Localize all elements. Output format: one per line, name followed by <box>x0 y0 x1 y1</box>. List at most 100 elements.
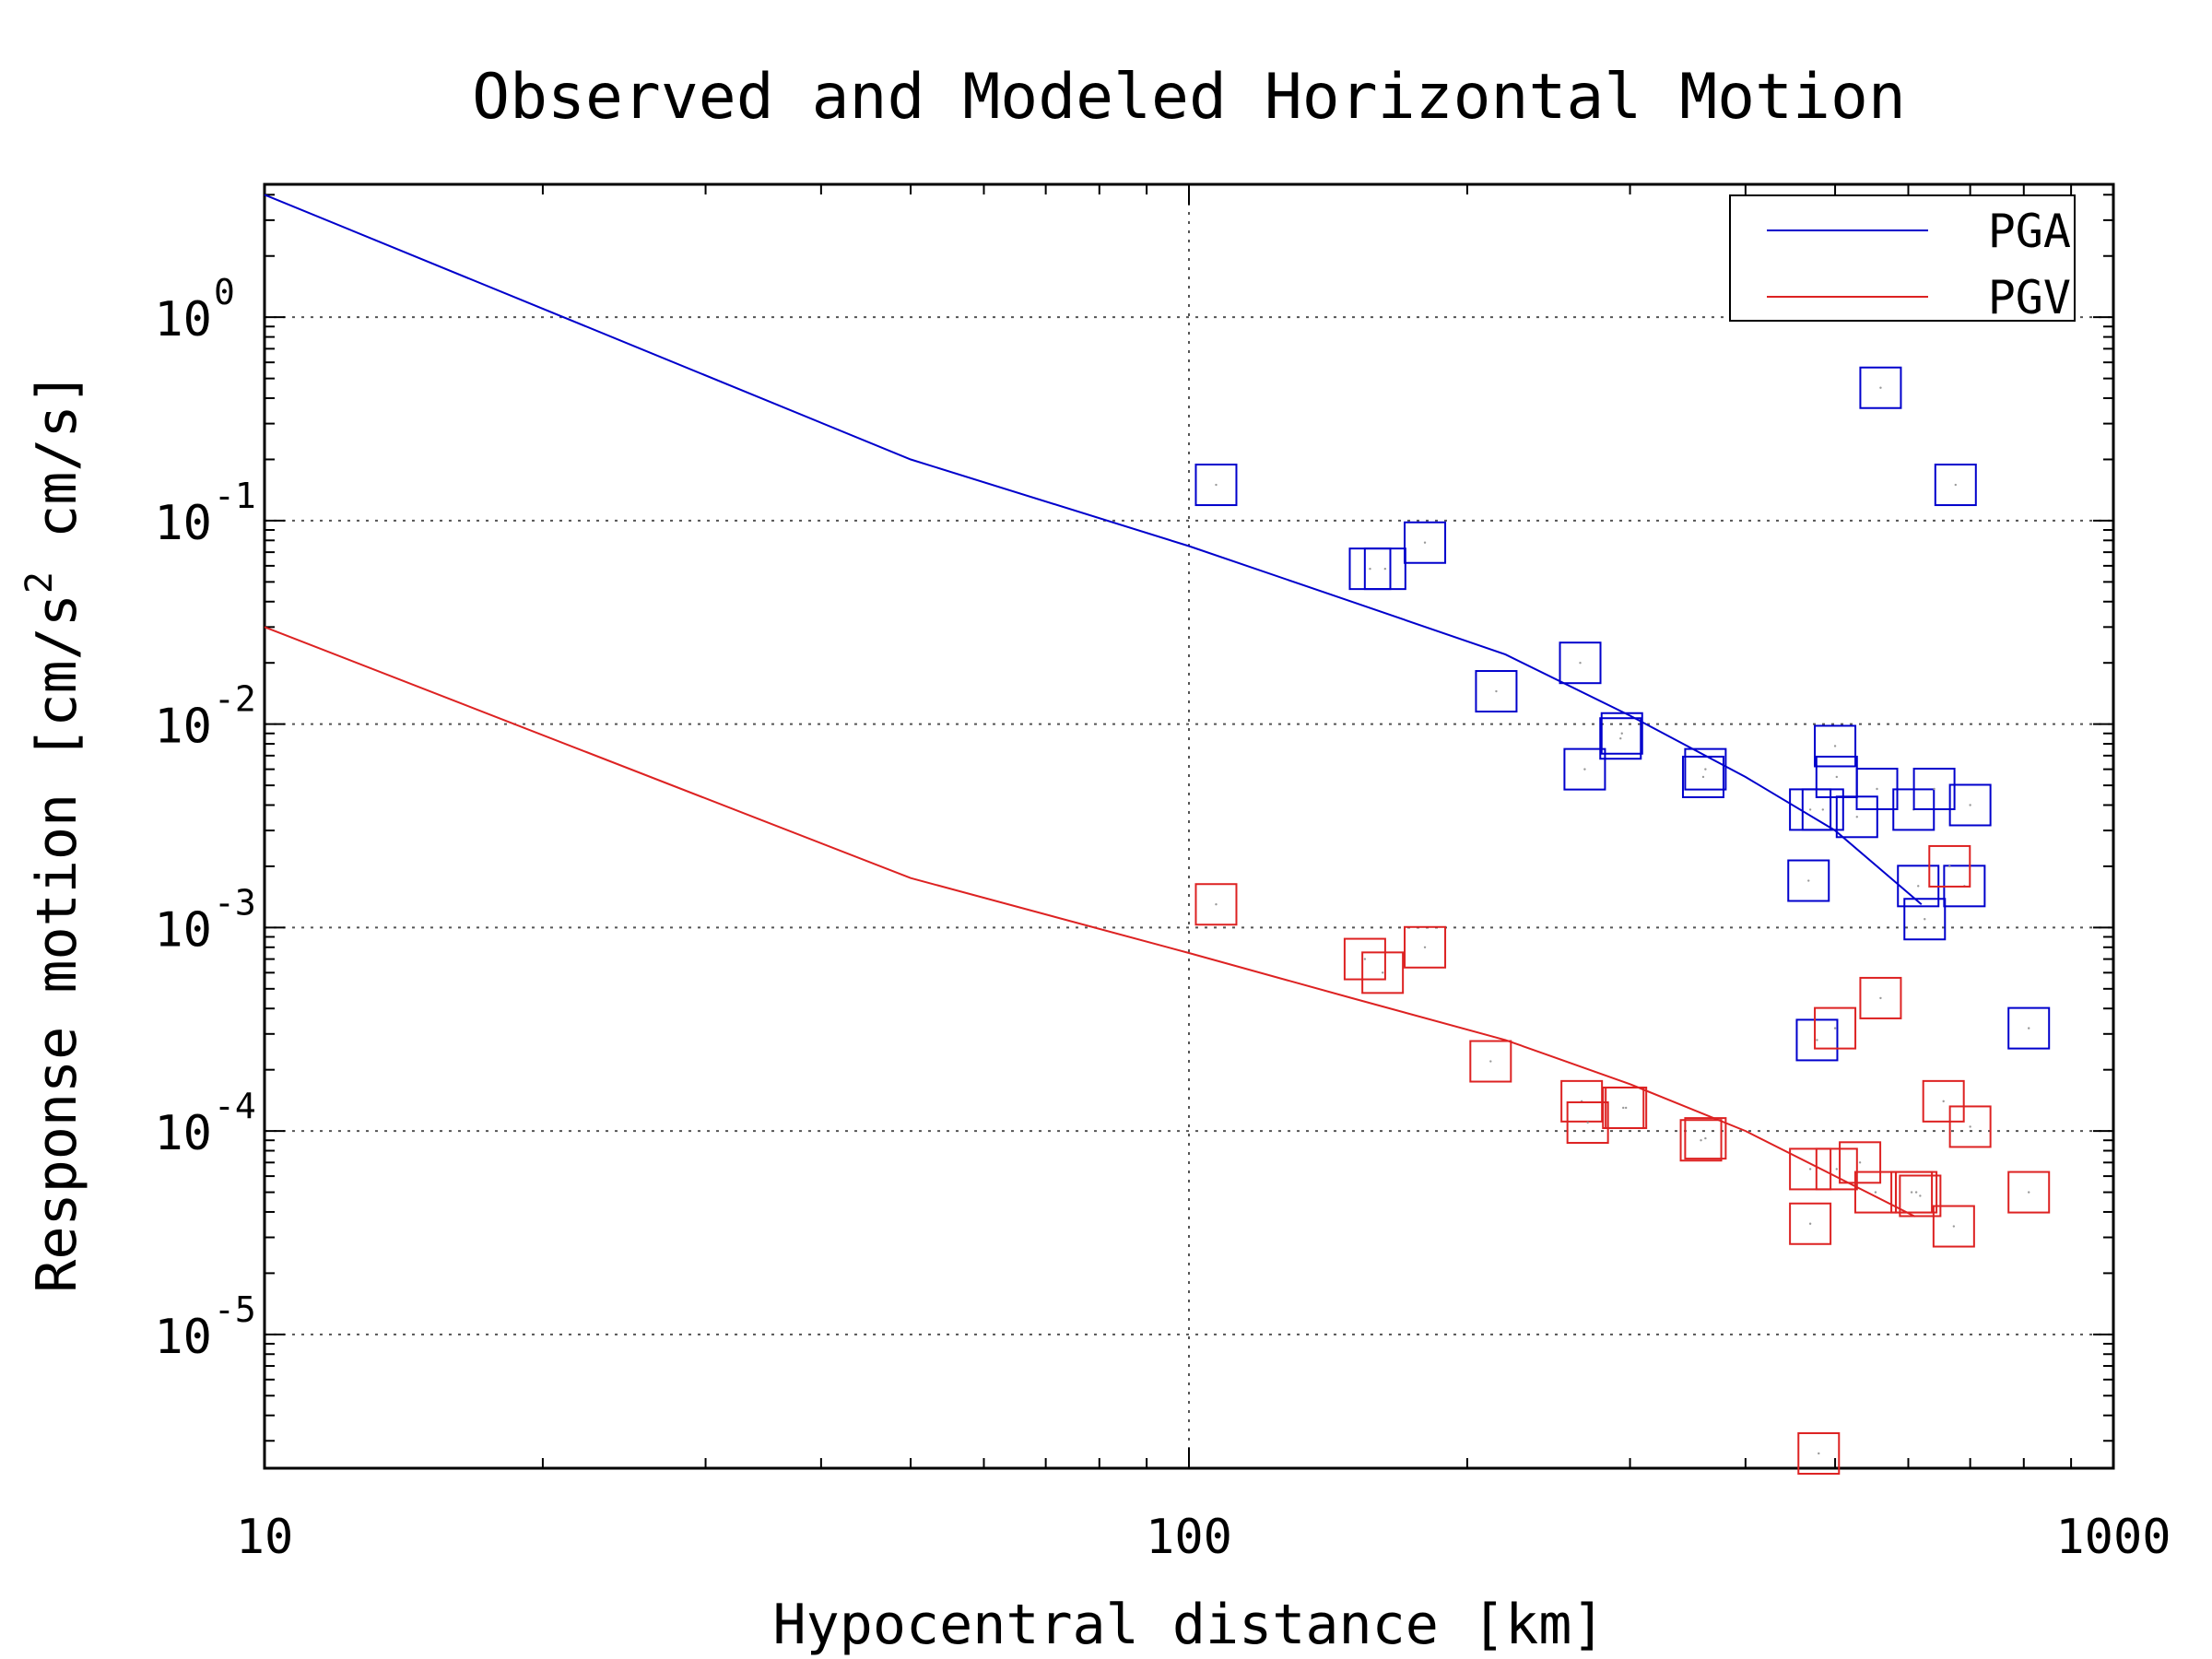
pga-observed-point <box>1684 747 1727 791</box>
pgv-observed-center <box>1910 1191 1913 1194</box>
y-tick-label: 10 <box>154 292 212 347</box>
pgv-observed-center <box>1874 1191 1877 1194</box>
y-tick-exponent: -4 <box>214 1086 256 1126</box>
pga-observed-center <box>1876 787 1878 791</box>
pgv-observed-point <box>1932 1205 1975 1248</box>
pgv-observed-point <box>1566 1100 1609 1144</box>
pga-observed-point <box>1801 788 1844 831</box>
pgv-observed-center <box>1952 1225 1956 1228</box>
pga-observed-center <box>1583 768 1586 771</box>
pga-observed-point <box>1814 724 1857 768</box>
pga-observed-point <box>1599 717 1642 760</box>
pga-observed-point <box>1859 366 1902 409</box>
pga-observed-center <box>1423 541 1427 544</box>
y-tick-exponent: -3 <box>214 882 256 923</box>
x-tick-label: 100 <box>1146 1510 1232 1565</box>
y-axis-label-text: Response motion [cm/s <box>25 594 89 1293</box>
y-tick-exponent: -5 <box>214 1289 256 1330</box>
pgv-observed-center <box>1948 865 1951 868</box>
y-tick-label: 10 <box>154 1106 212 1161</box>
pga-observed-point <box>1563 747 1606 791</box>
pga-observed-center <box>1969 804 1971 806</box>
pgv-observed-point <box>1928 844 1971 888</box>
series-layer <box>264 194 2051 1475</box>
pga-observed-center <box>1620 732 1623 735</box>
pgv-observed-center <box>1624 1106 1628 1110</box>
pgv-observed-center <box>1808 1168 1812 1171</box>
y-tick-label: 10 <box>154 496 212 551</box>
y-axis-label: Response motion [cm/s2 cm/s] <box>18 371 89 1292</box>
pgv-observed-center <box>1914 1191 1918 1194</box>
pga-observed-point <box>1903 898 1947 941</box>
pgv-observed-point <box>1839 1141 1882 1184</box>
pgv-observed-center <box>1704 1136 1707 1140</box>
pga-observed-center <box>1835 775 1839 779</box>
pga-observed-point <box>1363 547 1406 591</box>
pga-observed-point <box>1559 641 1602 685</box>
pga-observed-center <box>1495 689 1498 693</box>
pga-observed-center <box>1954 483 1957 487</box>
pgv-observed-point <box>1895 1171 1938 1214</box>
y-axis-label-superscript: 2 <box>18 571 61 594</box>
pgv-observed-center <box>1808 1222 1812 1225</box>
y-axis-label-text: cm/s] <box>25 371 89 571</box>
pgv-observed-point <box>1859 976 1902 1019</box>
pga-observed-point <box>1194 464 1238 507</box>
pga-observed-point <box>2007 1006 2051 1050</box>
pgv-observed-point <box>1361 951 1405 994</box>
pga-observed-center <box>1917 885 1920 888</box>
pga-observed-point <box>1912 768 1956 811</box>
x-tick-label: 1000 <box>2055 1510 2171 1565</box>
pga-observed-center <box>1701 775 1705 779</box>
pgv-observed-center <box>1835 1168 1839 1171</box>
pgv-observed-point <box>1899 1174 1942 1218</box>
pga-observed-center <box>1816 1039 1818 1041</box>
pga-observed-center <box>1821 808 1824 811</box>
legend-label-pga: PGA <box>1988 205 2071 258</box>
pgv-observed-center <box>1919 1194 1922 1197</box>
pga-observed-center <box>1933 787 1936 791</box>
pgv-observed-point <box>1560 1079 1604 1123</box>
pga-observed-center <box>1704 768 1707 771</box>
pga-observed-center <box>1619 737 1622 740</box>
pgv-observed-point <box>1679 1119 1723 1162</box>
pgv-observed-center <box>1942 1100 1945 1103</box>
pga-observed-center <box>1855 816 1859 818</box>
pga-observed-point <box>1948 783 1992 827</box>
y-tick-exponent: 0 <box>214 272 235 312</box>
y-tick-label: 10 <box>154 1310 212 1365</box>
pgv-observed-center <box>1586 1121 1589 1124</box>
pgv-observed-center <box>2028 1191 2030 1194</box>
pga-observed-point <box>1795 1018 1839 1062</box>
pga-observed-point <box>1404 521 1447 564</box>
pgv-observed-point <box>1948 1105 1992 1148</box>
pga-observed-center <box>1369 567 1371 571</box>
pgv-observed-center <box>1423 946 1427 948</box>
y-tick-exponent: -1 <box>214 476 256 516</box>
pgv-observed-center <box>1622 1106 1625 1110</box>
pgv-observed-point <box>1605 1086 1648 1129</box>
pga-observed-center <box>1808 808 1812 811</box>
pgv-observed-point <box>1684 1117 1727 1160</box>
pgv-observed-point <box>1469 1040 1512 1083</box>
pgv-observed-point <box>1814 1006 1857 1050</box>
pga-model-line <box>264 194 1923 905</box>
pga-observed-center <box>1383 567 1387 571</box>
pgv-model-line <box>264 626 1916 1218</box>
pga-observed-center <box>1215 483 1218 487</box>
pgv-observed-point <box>1404 925 1447 969</box>
pga-observed-point <box>1600 712 1643 755</box>
pgv-observed-center <box>1363 958 1367 960</box>
pgv-observed-point <box>1789 1147 1832 1191</box>
pgv-observed-center <box>1489 1060 1492 1063</box>
y-tick-label: 10 <box>154 700 212 755</box>
pgv-observed-point <box>1194 883 1238 926</box>
pgv-observed-center <box>1818 1452 1820 1455</box>
chart-title: Observed and Modeled Horizontal Motion <box>472 61 1906 134</box>
pga-observed-point <box>1681 755 1724 798</box>
pgv-observed-center <box>1215 903 1218 906</box>
pgv-observed-center <box>1879 996 1882 1000</box>
pgv-observed-point <box>1343 937 1386 981</box>
tick-marks <box>264 184 2113 1468</box>
